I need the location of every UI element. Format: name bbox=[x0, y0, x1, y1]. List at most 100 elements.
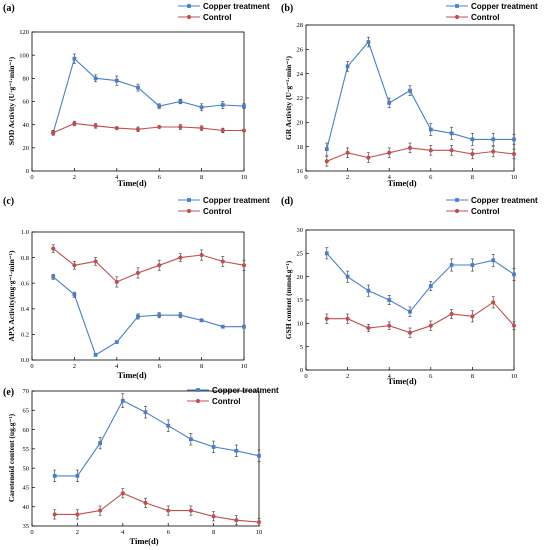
y-tick-label: 55 bbox=[23, 446, 30, 453]
legend-label: Control bbox=[203, 13, 231, 22]
y-axis-title: SOD Activity (U·g⁻¹·min⁻¹) bbox=[7, 56, 16, 145]
data-point bbox=[211, 514, 216, 519]
x-tick-label: 2 bbox=[73, 363, 76, 370]
x-tick-label: 2 bbox=[73, 174, 76, 181]
data-point bbox=[72, 292, 77, 297]
y-tick-label: 70 bbox=[23, 388, 30, 395]
x-tick-label: 0 bbox=[304, 174, 307, 181]
y-tick-label: 15 bbox=[297, 297, 304, 304]
data-point bbox=[449, 148, 454, 153]
series-control bbox=[324, 296, 517, 338]
panel-label: (e) bbox=[3, 387, 14, 398]
series-line bbox=[52, 276, 244, 356]
data-point bbox=[114, 78, 119, 83]
x-tick-label: 2 bbox=[346, 373, 349, 380]
data-point bbox=[135, 270, 141, 276]
data-point bbox=[199, 126, 204, 131]
data-point bbox=[93, 76, 98, 81]
y-tick-label: 10 bbox=[297, 321, 304, 328]
legend: Copper treatment Control bbox=[187, 386, 279, 406]
series-line bbox=[326, 252, 515, 313]
data-point bbox=[98, 441, 102, 445]
x-tick-label: 6 bbox=[158, 363, 162, 370]
series-copper-treatment bbox=[51, 53, 246, 136]
y-tick-label: 60 bbox=[23, 427, 30, 434]
legend-label: Copper treatment bbox=[471, 196, 538, 205]
data-point bbox=[387, 298, 392, 302]
data-point bbox=[98, 508, 103, 513]
data-point bbox=[234, 448, 239, 453]
x-tick-label: 4 bbox=[115, 174, 119, 181]
y-tick-label: 1.0 bbox=[21, 229, 29, 236]
series-copper-treatment bbox=[52, 393, 261, 482]
x-tick-label: 0 bbox=[30, 529, 33, 536]
y-tick-label: 35 bbox=[23, 523, 30, 530]
x-axis-title: Time(d) bbox=[387, 376, 416, 386]
legend-label: Copper treatment bbox=[203, 196, 270, 205]
y-tick-label: 120 bbox=[19, 29, 29, 36]
data-point bbox=[366, 155, 371, 160]
data-point bbox=[220, 259, 225, 264]
data-point bbox=[51, 130, 56, 135]
data-point bbox=[93, 123, 98, 128]
legend-label: Control bbox=[212, 397, 240, 406]
y-tick-label: 45 bbox=[23, 485, 30, 492]
series-line bbox=[326, 40, 514, 150]
data-point bbox=[135, 127, 141, 132]
data-point bbox=[345, 316, 350, 321]
y-tick-label: 28 bbox=[297, 22, 304, 29]
data-point bbox=[178, 255, 183, 260]
data-point bbox=[407, 330, 413, 335]
y-tick-label: 20 bbox=[297, 120, 304, 127]
data-point bbox=[72, 263, 77, 268]
data-point bbox=[449, 131, 454, 136]
data-point bbox=[470, 151, 475, 157]
y-axis-title: Carotenoid content (ug.g⁻¹) bbox=[7, 413, 16, 502]
x-tick-label: 4 bbox=[388, 174, 392, 181]
data-point bbox=[220, 128, 225, 133]
x-tick-label: 2 bbox=[76, 529, 79, 536]
data-point bbox=[157, 263, 162, 268]
y-tick-label: 0.0 bbox=[21, 357, 29, 364]
data-point bbox=[345, 64, 350, 69]
y-tick-label: 65 bbox=[23, 407, 30, 414]
panel-label: (c) bbox=[3, 196, 14, 207]
x-axis-title: Time(d) bbox=[117, 370, 146, 380]
data-point bbox=[387, 323, 392, 328]
y-tick-label: 60 bbox=[23, 99, 30, 106]
data-point bbox=[52, 473, 57, 478]
legend-marker bbox=[196, 388, 200, 392]
series-control bbox=[324, 142, 517, 167]
series-line bbox=[52, 122, 244, 134]
data-point bbox=[324, 316, 329, 321]
legend-marker bbox=[187, 4, 191, 8]
data-point bbox=[256, 520, 262, 525]
y-axis-title: GR Activity (U·g⁻¹·min⁻¹) bbox=[284, 55, 293, 140]
data-point bbox=[72, 121, 77, 126]
data-point bbox=[120, 491, 125, 496]
data-point bbox=[120, 398, 125, 403]
data-point bbox=[470, 137, 475, 142]
data-point bbox=[220, 324, 225, 329]
legend: Copper treatment Control bbox=[178, 2, 270, 22]
x-tick-label: 0 bbox=[30, 363, 33, 370]
y-axis-title: APX Activity(mg·g⁻¹·min⁻¹) bbox=[7, 250, 16, 341]
series-copper-treatment bbox=[324, 36, 516, 156]
y-tick-label: 80 bbox=[23, 76, 30, 83]
x-tick-label: 0 bbox=[30, 174, 33, 181]
y-tick-label: 18 bbox=[297, 144, 304, 151]
x-tick-label: 8 bbox=[471, 373, 474, 380]
data-point bbox=[157, 104, 162, 109]
data-point bbox=[114, 279, 119, 285]
legend-marker bbox=[186, 14, 192, 20]
y-tick-label: 5 bbox=[300, 344, 303, 351]
series-line bbox=[52, 248, 245, 283]
x-tick-label: 2 bbox=[346, 174, 349, 181]
data-point bbox=[491, 137, 496, 142]
data-point bbox=[199, 105, 204, 110]
legend-label: Control bbox=[471, 13, 499, 22]
data-point bbox=[428, 284, 433, 288]
data-point bbox=[449, 263, 454, 267]
